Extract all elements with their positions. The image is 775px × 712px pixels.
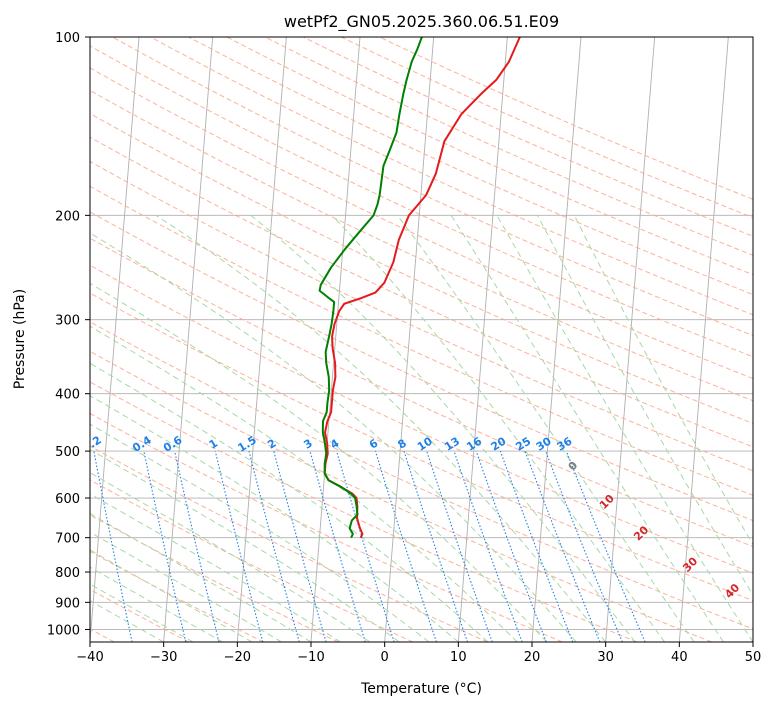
dry-adiabat-line <box>379 37 753 200</box>
isotherm--40 <box>90 37 140 642</box>
axes: −40 −30 −20 −10 0 10 20 30 40 50 100 200 300 400 500 60… <box>47 31 761 665</box>
temperature-profile-line <box>323 37 521 539</box>
moist-adiabat-line <box>90 449 400 642</box>
dry-adiabat-line <box>90 67 753 380</box>
profile-series <box>318 37 521 539</box>
dry-adiabat-lines <box>90 37 753 642</box>
y-tick-label: 500 <box>55 445 80 460</box>
isotherm-30 <box>605 37 656 642</box>
x-tick-label: 20 <box>524 650 541 665</box>
mixing-ratio-line-16 <box>475 450 547 642</box>
dry-adiabat-line <box>90 321 753 630</box>
moist-adiabat-line <box>90 512 312 642</box>
mixing-ratio-line-20 <box>499 450 574 642</box>
moist-adiabat-line <box>90 493 341 642</box>
moist-adiabat-line <box>90 232 577 642</box>
mixing-ratio-line-30 <box>545 450 623 642</box>
moist-adiabat-line <box>155 214 607 642</box>
dry-adiabat-line <box>341 37 753 219</box>
x-tick-label: −40 <box>76 650 103 665</box>
moist-adiabat-line <box>90 472 371 642</box>
moist-adiabat-line <box>90 566 223 642</box>
mixing-ratio-lines <box>93 450 646 642</box>
x-tick-label: 30 <box>597 650 614 665</box>
y-axis-label: Pressure (hPa) <box>12 289 28 389</box>
isotherm-40 <box>678 37 729 642</box>
dry-adiabat-line <box>90 136 753 448</box>
dry-adiabat-line <box>90 292 753 602</box>
moist-adiabat-line <box>90 282 548 642</box>
dewpoint-profile-line <box>318 37 423 539</box>
mixing-ratio-line-3 <box>309 450 366 642</box>
dry-adiabat-line <box>90 237 753 548</box>
chart-title: wetPf2_GN05.2025.360.06.51.E09 <box>284 12 559 32</box>
moist-adiabat-line <box>537 215 753 596</box>
moist-adiabat-line <box>450 215 724 642</box>
isotherm--30 <box>163 37 214 642</box>
dry-adiabat-line <box>90 160 753 472</box>
dry-adiabat-line <box>188 37 753 296</box>
mixing-ratio-line-0.6 <box>174 450 220 642</box>
x-axis-label: Temperature (°C) <box>360 681 482 697</box>
isotherm-20 <box>531 37 582 642</box>
isotherm-0 <box>384 37 435 642</box>
plot-frame <box>89 36 754 643</box>
y-tick-label: 900 <box>55 596 80 611</box>
y-tick-label: 100 <box>55 31 80 46</box>
y-tick-label: 300 <box>55 314 80 329</box>
dry-adiabat-line <box>90 112 753 425</box>
plot-area: 0.10.20.40.611.52346810131620253036-100-… <box>90 37 753 642</box>
dry-adiabat-line <box>150 37 753 316</box>
moist-adiabat-line <box>90 549 253 642</box>
y-tick-label: 700 <box>55 532 80 547</box>
moist-adiabat-line <box>90 395 459 642</box>
isotherm-lines <box>90 37 753 642</box>
dry-adiabat-line <box>90 264 753 574</box>
x-tick-label: −10 <box>297 650 324 665</box>
x-tick-label: −20 <box>224 650 251 665</box>
y-tick-label: 800 <box>55 566 80 581</box>
dry-adiabat-line <box>90 211 753 522</box>
isotherm-10 <box>457 37 508 642</box>
mixing-ratio-line-25 <box>524 450 601 642</box>
x-tick-label: 0 <box>381 650 389 665</box>
moist-adiabat-line <box>90 531 282 642</box>
y-tick-label: 200 <box>55 209 80 224</box>
mixing-ratio-line-0.4 <box>143 450 187 642</box>
mixing-ratio-line-1 <box>214 450 264 642</box>
mixing-ratio-line-1.5 <box>248 450 300 642</box>
dry-adiabat-line <box>90 89 753 402</box>
x-tick-label: 10 <box>450 650 467 665</box>
isotherm--20 <box>236 37 287 642</box>
moist-adiabat-line <box>90 362 489 642</box>
moist-adiabat-line <box>397 215 695 642</box>
dry-adiabat-line <box>302 37 753 237</box>
dry-adiabat-line <box>90 350 712 642</box>
moist-adiabat-line <box>250 214 636 642</box>
mixing-ratio-line-2 <box>273 450 327 642</box>
mixing-ratio-line-0.2 <box>93 450 133 642</box>
mixing-ratio-line-13 <box>453 450 523 642</box>
dry-adiabat-line <box>90 381 638 642</box>
x-tick-label: 50 <box>745 650 762 665</box>
moist-adiabat-line <box>90 423 430 642</box>
x-tick-label: −30 <box>150 650 177 665</box>
mixing-ratio-line-36 <box>565 450 646 642</box>
y-tick-label: 400 <box>55 388 80 403</box>
y-tick-label: 1000 <box>47 623 80 638</box>
moist-adiabat-line <box>573 215 753 546</box>
dry-adiabat-line <box>226 37 753 276</box>
dry-adiabat-line <box>90 45 753 358</box>
mixing-ratio-line-10 <box>426 450 493 642</box>
y-tick-label: 600 <box>55 492 80 507</box>
moist-adiabat-line <box>496 215 753 642</box>
x-tick-label: 40 <box>671 650 688 665</box>
dry-adiabat-line <box>90 185 753 496</box>
